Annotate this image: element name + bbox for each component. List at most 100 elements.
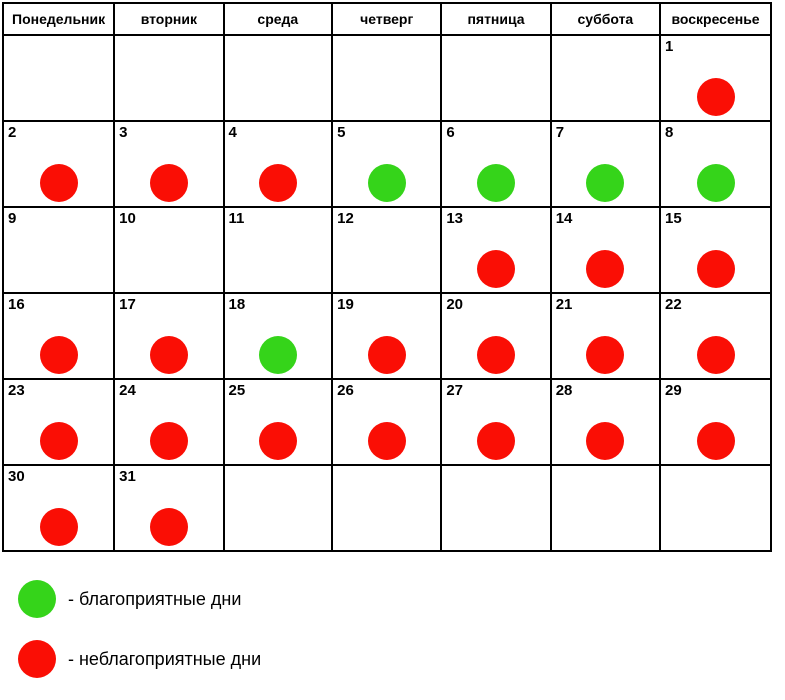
day-number: 6 — [446, 124, 454, 141]
calendar-cell: 11 — [224, 207, 333, 293]
day-number: 24 — [119, 382, 136, 399]
bad-day-icon — [697, 250, 735, 288]
calendar-cell: 12 — [332, 207, 441, 293]
day-number: 3 — [119, 124, 127, 141]
day-number: 10 — [119, 210, 136, 227]
bad-day-icon — [697, 422, 735, 460]
good-day-icon — [477, 164, 515, 202]
calendar-cell — [332, 465, 441, 551]
calendar-cell: 22 — [660, 293, 771, 379]
bad-day-icon — [586, 250, 624, 288]
calendar-cell: 30 — [3, 465, 114, 551]
bad-day-icon — [477, 250, 515, 288]
bad-day-icon — [150, 336, 188, 374]
calendar-cell: 8 — [660, 121, 771, 207]
calendar-cell — [3, 35, 114, 121]
calendar-cell: 1 — [660, 35, 771, 121]
calendar-cell: 16 — [3, 293, 114, 379]
calendar-week-row: 30 31 — [3, 465, 771, 551]
legend-row-good: - благоприятные дни — [18, 580, 785, 618]
day-number: 13 — [446, 210, 463, 227]
day-number: 8 — [665, 124, 673, 141]
bad-day-icon — [40, 164, 78, 202]
weekday-header-row: Понедельниквторниксредачетвергпятницасуб… — [3, 3, 771, 35]
calendar-cell: 20 — [441, 293, 550, 379]
weekday-header: суббота — [551, 3, 660, 35]
calendar-cell: 24 — [114, 379, 223, 465]
weekday-header: вторник — [114, 3, 223, 35]
bad-day-icon — [259, 422, 297, 460]
bad-day-icon — [150, 508, 188, 546]
day-number: 30 — [8, 468, 25, 485]
calendar-cell — [551, 465, 660, 551]
day-number: 31 — [119, 468, 136, 485]
good-day-icon — [18, 580, 56, 618]
calendar-cell: 29 — [660, 379, 771, 465]
legend-label-bad: - неблагоприятные дни — [68, 649, 261, 670]
day-number: 19 — [337, 296, 354, 313]
calendar-cell: 28 — [551, 379, 660, 465]
bad-day-icon — [40, 422, 78, 460]
weekday-header: четверг — [332, 3, 441, 35]
calendar-week-row: 2 3 4 5 6 7 8 — [3, 121, 771, 207]
good-day-icon — [697, 164, 735, 202]
calendar-week-row: 1 — [3, 35, 771, 121]
bad-day-icon — [150, 164, 188, 202]
calendar-cell: 14 — [551, 207, 660, 293]
day-number: 20 — [446, 296, 463, 313]
calendar-cell: 21 — [551, 293, 660, 379]
bad-day-icon — [368, 422, 406, 460]
day-number: 16 — [8, 296, 25, 313]
calendar-cell: 4 — [224, 121, 333, 207]
day-number: 26 — [337, 382, 354, 399]
calendar-table: Понедельниквторниксредачетвергпятницасуб… — [2, 2, 772, 552]
calendar-cell — [441, 35, 550, 121]
day-number: 18 — [229, 296, 246, 313]
bad-day-icon — [697, 78, 735, 116]
bad-day-icon — [477, 422, 515, 460]
bad-day-icon — [586, 422, 624, 460]
day-number: 25 — [229, 382, 246, 399]
day-number: 23 — [8, 382, 25, 399]
calendar-cell: 5 — [332, 121, 441, 207]
bad-day-icon — [477, 336, 515, 374]
legend-label-good: - благоприятные дни — [68, 589, 241, 610]
calendar-cell — [441, 465, 550, 551]
calendar-cell: 15 — [660, 207, 771, 293]
day-number: 2 — [8, 124, 16, 141]
calendar-cell: 3 — [114, 121, 223, 207]
calendar-cell: 6 — [441, 121, 550, 207]
bad-day-icon — [586, 336, 624, 374]
calendar-week-row: 9 10 11 12 13 14 15 — [3, 207, 771, 293]
calendar-cell: 23 — [3, 379, 114, 465]
weekday-header: Понедельник — [3, 3, 114, 35]
day-number: 14 — [556, 210, 573, 227]
day-number: 4 — [229, 124, 237, 141]
good-day-icon — [586, 164, 624, 202]
bad-day-icon — [40, 336, 78, 374]
day-number: 29 — [665, 382, 682, 399]
day-number: 7 — [556, 124, 564, 141]
calendar-cell — [332, 35, 441, 121]
bad-day-icon — [40, 508, 78, 546]
day-number: 1 — [665, 38, 673, 55]
calendar-cell — [114, 35, 223, 121]
calendar-cell — [660, 465, 771, 551]
calendar-body: 1234567891011121314151617181920212223242… — [3, 35, 771, 551]
day-number: 28 — [556, 382, 573, 399]
calendar-cell: 17 — [114, 293, 223, 379]
calendar-cell: 10 — [114, 207, 223, 293]
good-day-icon — [368, 164, 406, 202]
calendar-cell: 19 — [332, 293, 441, 379]
calendar-cell: 9 — [3, 207, 114, 293]
day-number: 22 — [665, 296, 682, 313]
calendar-cell: 13 — [441, 207, 550, 293]
calendar-cell — [224, 465, 333, 551]
day-number: 11 — [229, 210, 245, 227]
day-number: 17 — [119, 296, 136, 313]
day-number: 27 — [446, 382, 463, 399]
calendar-cell — [224, 35, 333, 121]
legend: - благоприятные дни - неблагоприятные дн… — [18, 580, 785, 678]
bad-day-icon — [368, 336, 406, 374]
day-number: 5 — [337, 124, 345, 141]
